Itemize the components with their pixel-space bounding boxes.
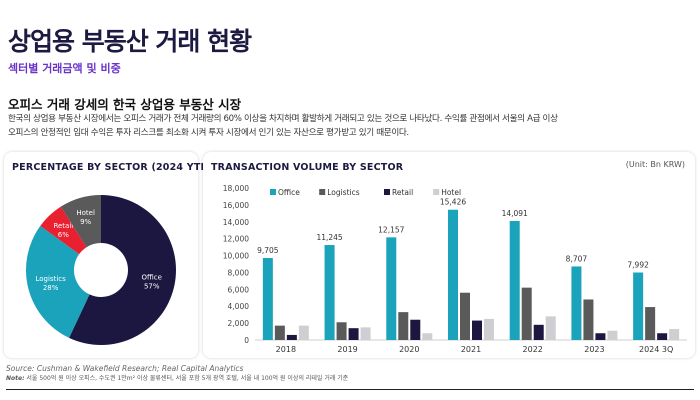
y-tick-label: 14,000 <box>223 218 249 227</box>
x-tick-label: 2019 <box>337 345 357 354</box>
data-label-office-2022: 14,091 <box>502 209 528 218</box>
bar-hotel-2018 <box>298 325 309 340</box>
legend-swatch-hotel <box>433 189 440 195</box>
bar-logistics-2024-3q <box>645 307 656 340</box>
bar-office-2023 <box>571 266 582 340</box>
bar-retail-2019 <box>348 328 359 340</box>
y-tick-label: 12,000 <box>223 235 249 244</box>
source-note: Source: Cushman & Wakefield Research; Re… <box>6 364 244 373</box>
pie-label-retail: Retail <box>53 222 73 230</box>
data-label-office-2020: 12,157 <box>378 225 404 234</box>
bar-office-2019 <box>324 245 335 340</box>
x-tick-label: 2021 <box>461 345 481 354</box>
x-tick-label: 2022 <box>523 345 543 354</box>
pie-label-hotel: Hotel <box>76 209 95 217</box>
page-subtitle: 섹터별 거래금액 및 비중 <box>8 62 121 75</box>
bar-chart-unit: (Unit: Bn KRW) <box>625 160 685 169</box>
x-tick-label: 2024 3Q <box>639 345 673 354</box>
y-tick-label: 8,000 <box>228 268 250 277</box>
bar-hotel-2022 <box>545 316 556 340</box>
y-tick-label: 16,000 <box>223 201 249 210</box>
bar-retail-2018 <box>286 334 297 340</box>
footnote-text: 서울 500억 원 이상 오피스, 수도권 1만m² 이상 물류센터, 서울 포… <box>26 375 349 382</box>
y-tick-label: 0 <box>244 336 249 345</box>
bottom-divider <box>6 389 694 390</box>
y-tick-label: 18,000 <box>223 184 249 193</box>
y-tick-label: 6,000 <box>228 285 250 294</box>
bar-retail-2022 <box>533 324 544 340</box>
pie-chart-title: PERCENTAGE BY SECTOR (2024 YTD) <box>12 162 214 173</box>
pie-slice-retail <box>40 206 87 255</box>
bar-hotel-2024-3q <box>669 329 680 340</box>
section-heading: 오피스 거래 강세의 한국 상업용 부동산 시장 <box>8 97 242 112</box>
legend-label-office: Office <box>278 188 300 197</box>
x-tick-label: 2020 <box>399 345 419 354</box>
pie-value-retail: 6% <box>58 231 69 239</box>
page-title: 상업용 부동산 거래 현황 <box>8 27 252 56</box>
legend-label-logistics: Logistics <box>327 188 360 197</box>
pie-value-logistics: 28% <box>43 284 59 292</box>
bar-logistics-2018 <box>274 325 285 340</box>
bar-office-2022 <box>509 221 520 340</box>
bar-hotel-2021 <box>484 318 494 340</box>
footnote-label: Note: <box>6 375 25 382</box>
footnote: Note: 서울 500억 원 이상 오피스, 수도권 1만m² 이상 물류센터… <box>6 373 348 382</box>
bar-retail-2023 <box>595 333 606 340</box>
bar-logistics-2021 <box>460 292 470 340</box>
bar-office-2018 <box>262 258 273 340</box>
data-label-office-2018: 9,705 <box>257 246 279 255</box>
bar-chart-title: TRANSACTION VOLUME BY SECTOR <box>211 162 404 173</box>
bar-hotel-2020 <box>422 333 433 340</box>
y-tick-label: 2,000 <box>228 319 250 328</box>
data-label-office-2024-3q: 7,992 <box>627 261 649 270</box>
pie-label-logistics: Logistics <box>35 275 66 283</box>
bar-logistics-2019 <box>336 322 347 340</box>
legend-label-hotel: Hotel <box>441 188 461 197</box>
pie-value-hotel: 9% <box>80 218 91 226</box>
x-tick-label: 2023 <box>584 345 604 354</box>
y-tick-label: 10,000 <box>223 252 249 261</box>
pie-value-office: 57% <box>144 282 160 290</box>
pie-label-office: Office <box>142 273 162 281</box>
x-tick-label: 2018 <box>276 345 296 354</box>
bar-retail-2024-3q <box>657 333 668 340</box>
legend-swatch-logistics <box>319 189 326 195</box>
pie-slice-logistics <box>25 225 90 338</box>
bar-retail-2021 <box>472 320 482 340</box>
data-label-office-2021: 15,426 <box>440 198 466 207</box>
description-line-2: 오피스의 안정적인 임대 수익은 투자 리스크를 최소화 시켜 투자 시장에서 … <box>8 128 409 138</box>
pie-slice-hotel <box>60 195 101 248</box>
bar-hotel-2019 <box>360 327 371 340</box>
legend-swatch-office <box>270 189 276 195</box>
bar-office-2021 <box>448 209 458 340</box>
legend-swatch-retail <box>384 189 390 195</box>
data-label-office-2023: 8,707 <box>566 254 588 263</box>
bar-hotel-2023 <box>607 330 618 340</box>
bar-office-2020 <box>386 237 397 340</box>
pie-chart-panel: PERCENTAGE BY SECTOR (2024 YTD) Office 57… <box>4 152 213 358</box>
bar-logistics-2022 <box>521 287 532 340</box>
bar-chart-panel: TRANSACTION VOLUME BY SECTOR (Unit: Bn K… <box>203 152 695 358</box>
pie-slice-office <box>69 195 176 345</box>
bar-office-2024-3q <box>633 272 644 340</box>
bar-logistics-2020 <box>398 312 409 340</box>
bar-retail-2020 <box>410 319 421 340</box>
legend-label-retail: Retail <box>392 188 413 197</box>
bar-logistics-2023 <box>583 299 594 340</box>
data-label-office-2019: 11,245 <box>316 233 342 242</box>
transaction-volume-bar-chart: 0 2,000 4,000 6,000 8,000 10,000 12,000 14,000 1… <box>223 184 687 354</box>
description-paragraph: 한국의 상업용 부동산 시장에서는 오피스 거래가 전체 거래량의 60% 이상… <box>8 112 698 140</box>
y-tick-label: 4,000 <box>228 302 250 311</box>
description-line-1: 한국의 상업용 부동산 시장에서는 오피스 거래가 전체 거래량의 60% 이상… <box>8 114 558 124</box>
